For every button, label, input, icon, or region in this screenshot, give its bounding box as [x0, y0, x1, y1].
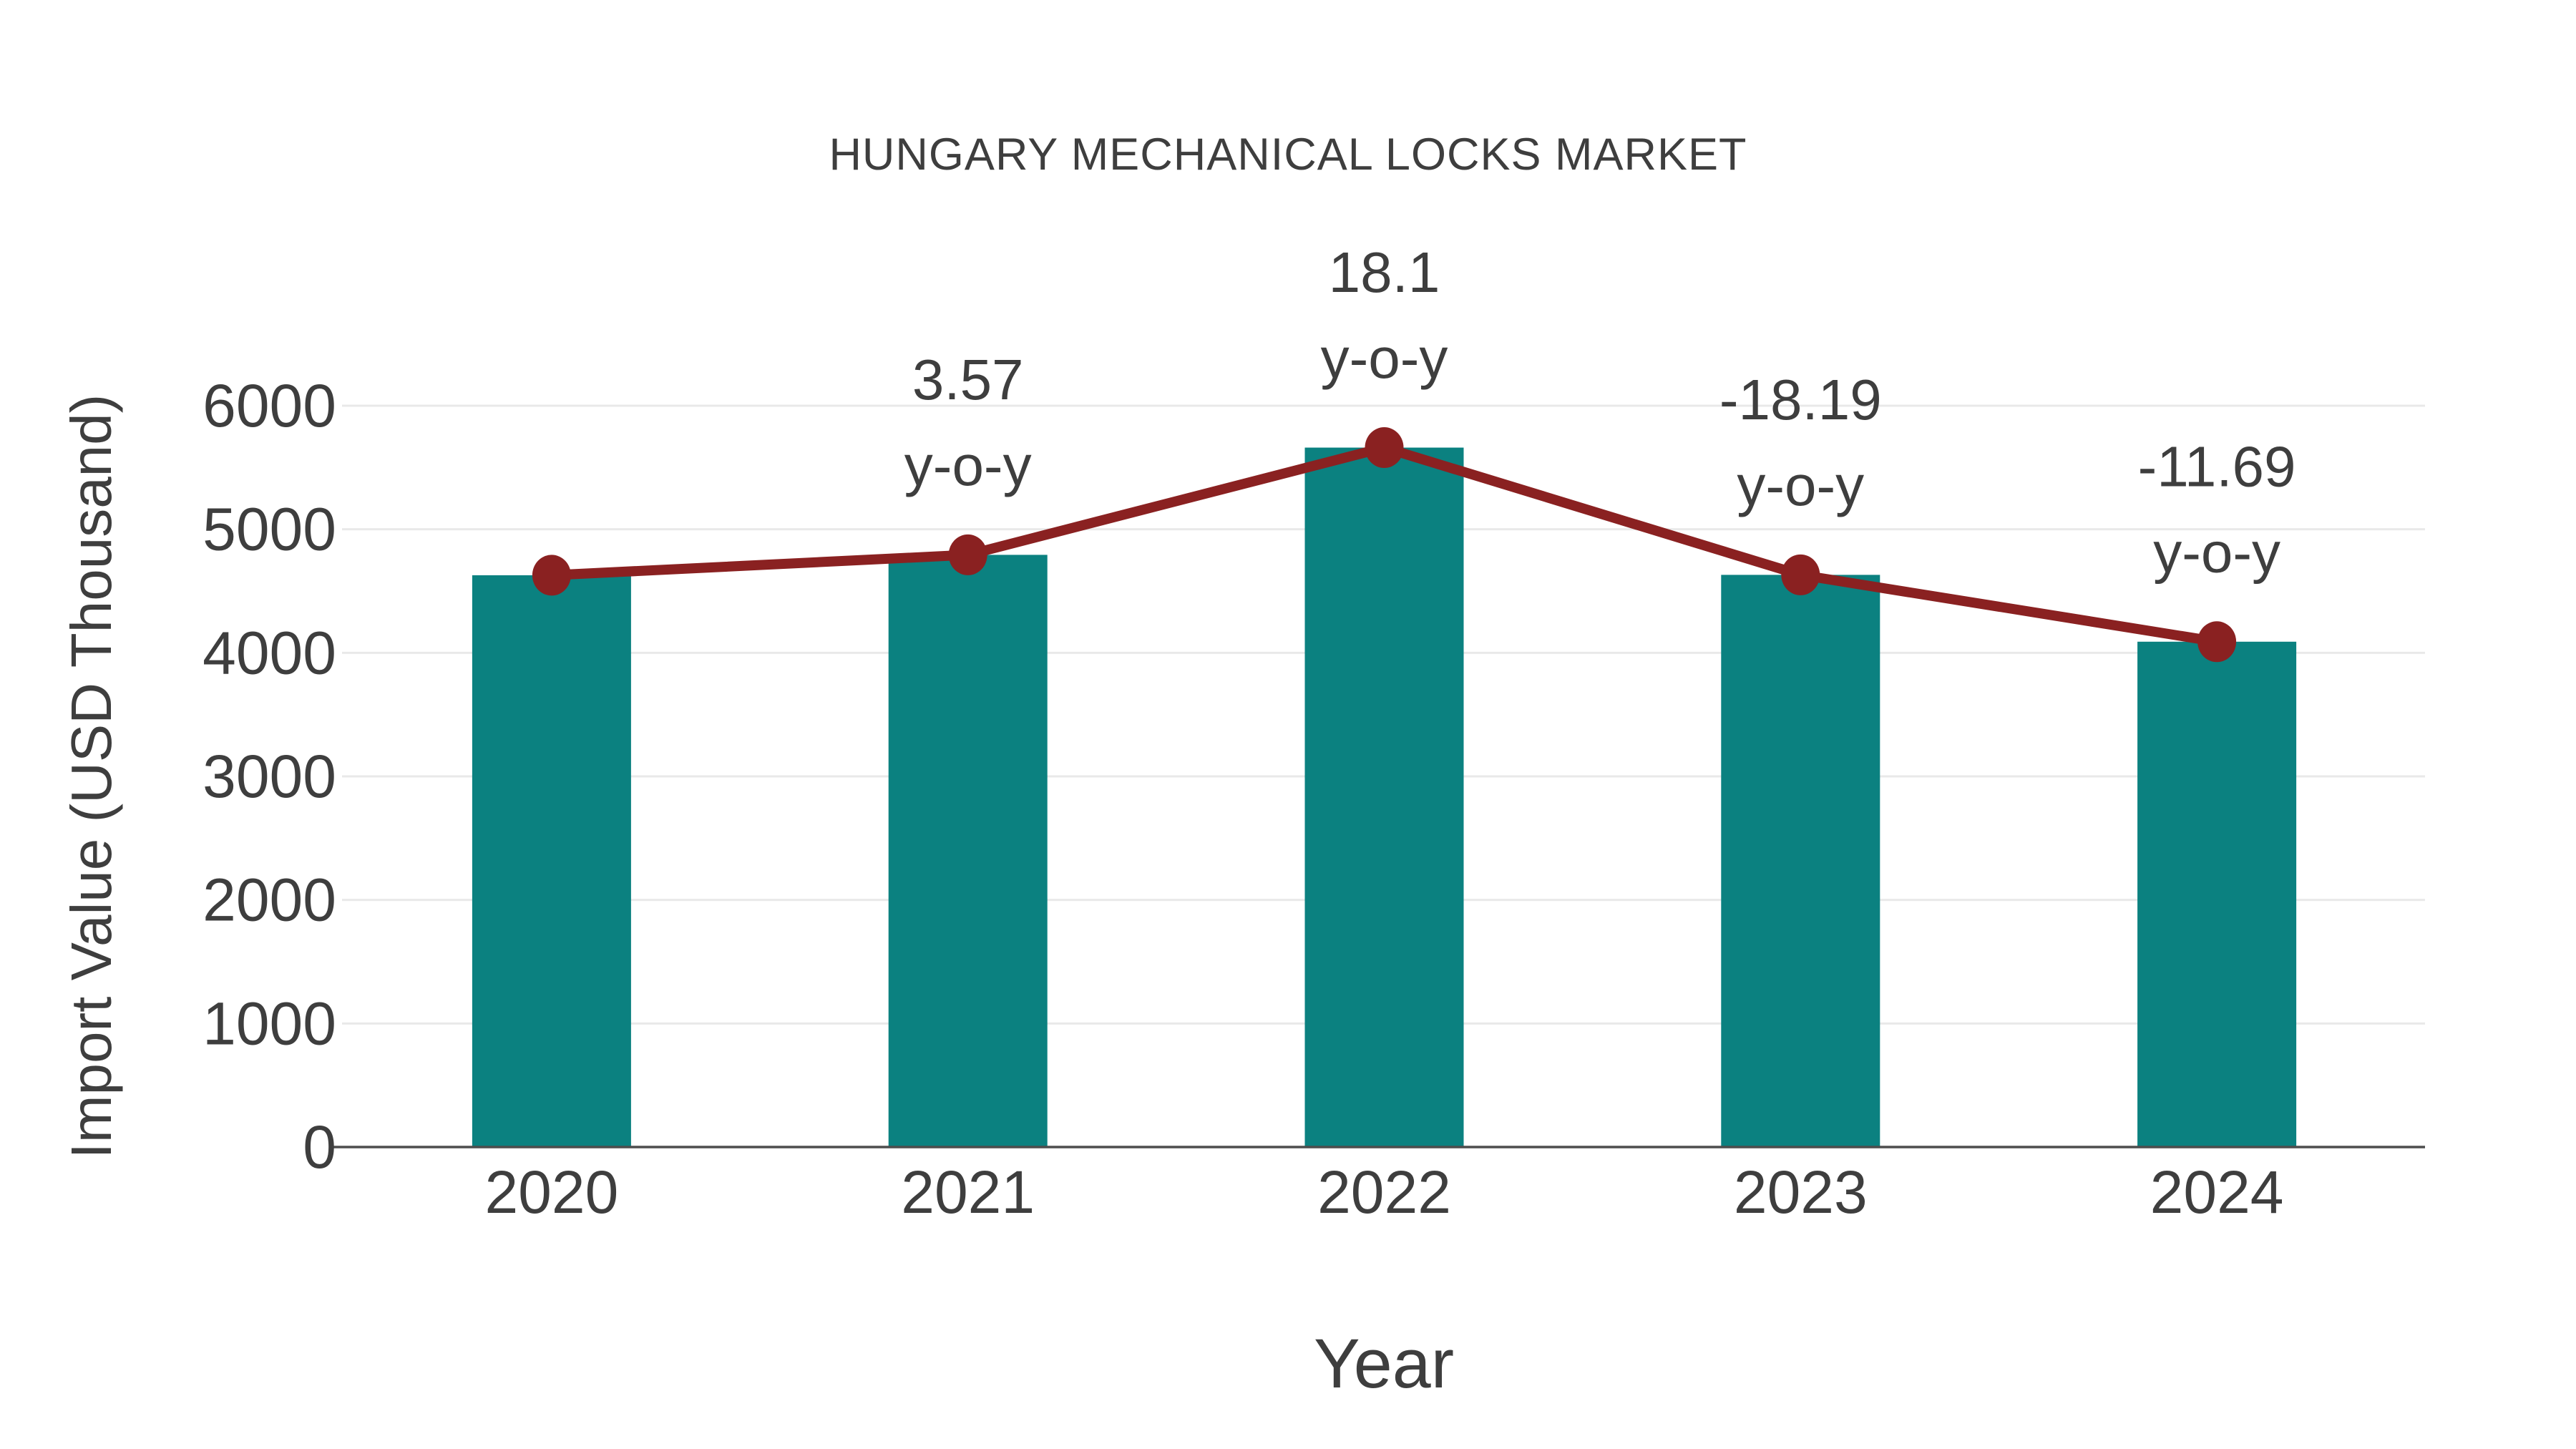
y-tick-2000: 2000 — [203, 867, 336, 934]
x-axis-label: Year — [1314, 1324, 1454, 1402]
y-tick-1000: 1000 — [203, 990, 336, 1057]
y-tick-3000: 3000 — [203, 743, 336, 810]
annotation-2023-value: -18.19 — [1719, 368, 1882, 431]
x-tick-2022: 2022 — [1317, 1158, 1451, 1226]
x-tick-2021: 2021 — [901, 1158, 1035, 1226]
annotation-2021-value: 3.57 — [912, 348, 1024, 411]
x-tick-2024: 2024 — [2150, 1158, 2284, 1226]
annotation-2022-yoy: y-o-y — [1321, 326, 1448, 390]
annotation-2021-yoy: y-o-y — [904, 434, 1032, 497]
marker-2024 — [2197, 621, 2237, 663]
bar-2022 — [1304, 447, 1464, 1147]
chart-title: HUNGARY MECHANICAL LOCKS MARKET — [829, 130, 1747, 180]
y-tick-5000: 5000 — [203, 496, 336, 563]
marker-2023 — [1781, 554, 1820, 595]
x-tick-2023: 2023 — [1734, 1158, 1868, 1226]
bar-2020 — [472, 575, 631, 1147]
y-tick-6000: 6000 — [203, 372, 336, 439]
bar-2021 — [888, 555, 1048, 1147]
annotation-2024-yoy: y-o-y — [2153, 520, 2280, 584]
marker-2020 — [532, 555, 571, 596]
annotation-2024-value: -11.69 — [2138, 434, 2296, 498]
annotation-2023-yoy: y-o-y — [1737, 454, 1864, 517]
marker-2022 — [1365, 427, 1404, 469]
y-tick-0: 0 — [303, 1113, 336, 1181]
y-tick-4000: 4000 — [203, 619, 336, 686]
annotation-2022-value: 18.1 — [1329, 240, 1440, 304]
x-tick-2020: 2020 — [484, 1158, 618, 1226]
marker-2021 — [948, 534, 987, 575]
bar-2024 — [2137, 641, 2297, 1147]
bar-2023 — [1721, 575, 1880, 1147]
